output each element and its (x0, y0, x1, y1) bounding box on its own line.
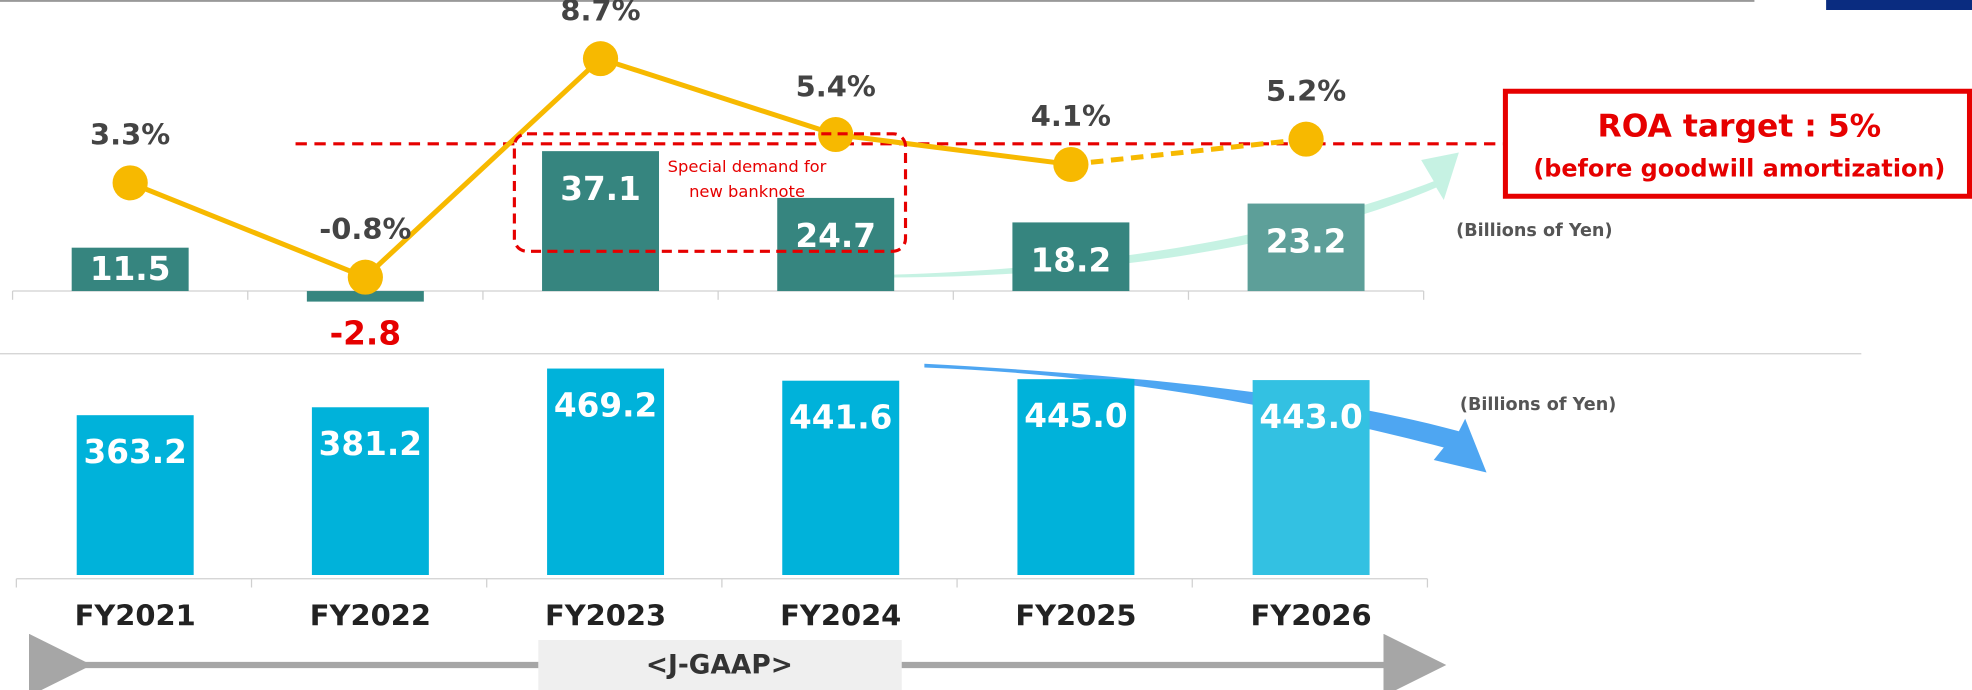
bar-label: 24.7 (795, 217, 876, 255)
bar-label: 441.6 (789, 399, 892, 437)
roa-point (1053, 146, 1089, 182)
bar-label: 37.1 (560, 170, 641, 208)
x-tick-label: FY2021 (75, 599, 196, 633)
roa-point (818, 117, 854, 153)
bar (1012, 222, 1130, 292)
roa-label: 5.2% (1266, 74, 1346, 108)
bar-label: 11.5 (90, 250, 171, 288)
plot: 11.5 -2.8 37.1 24.7 18.2 23.2 3.3% -0.8% 8.7% 5.4… (11, 0, 1506, 633)
bar (71, 247, 189, 292)
bar-label: 363.2 (84, 433, 187, 471)
footer-box (538, 640, 902, 690)
top-rule (0, 0, 1755, 2)
bar (777, 197, 895, 292)
bar (76, 415, 194, 575)
bar (1252, 380, 1370, 575)
bar (306, 291, 424, 302)
annotation-box (512, 132, 908, 253)
trend-arrow-up (880, 152, 1459, 278)
unit-label: (Billions of Yen) (1456, 221, 1612, 241)
target-note: (before goodwill amortization) (1533, 155, 1945, 183)
unit-label: (Billions of Yen) (1460, 395, 1616, 415)
roa-point (347, 259, 383, 295)
target-label: ROA target : 5% (1597, 109, 1881, 145)
trend-arrow-down (924, 363, 1487, 473)
bar-label: 443.0 (1259, 398, 1362, 436)
bar-label: 469.2 (554, 386, 657, 424)
bar-label: -2.8 (330, 314, 401, 352)
bar (542, 151, 660, 292)
x-tick-label: FY2026 (1251, 599, 1372, 633)
bar-label: 23.2 (1266, 223, 1347, 261)
annotation-line-2: new banknote (689, 182, 805, 201)
target-box (1502, 88, 1972, 199)
x-tick-label: FY2022 (310, 599, 431, 633)
roa-label: -0.8% (319, 212, 411, 246)
bar (1017, 379, 1135, 575)
roa-label: 4.1% (1031, 99, 1111, 133)
bar-label: 445.0 (1024, 397, 1127, 435)
roa-label: 3.3% (90, 118, 170, 152)
roa-label: 5.4% (796, 69, 876, 103)
bar (547, 368, 665, 575)
footer-label: <J-GAAP> (646, 651, 793, 681)
bar (782, 380, 900, 575)
bar-label: 381.2 (319, 425, 422, 463)
x-tick-label: FY2024 (780, 599, 901, 633)
roa-point (582, 41, 619, 77)
roa-point (1288, 121, 1324, 157)
bar (311, 407, 429, 575)
corner-block (1826, 0, 1972, 10)
bar-label: 18.2 (1031, 241, 1112, 279)
annotation-line-1: Special demand for (668, 157, 827, 176)
roa-label: 8.7% (560, 0, 640, 27)
x-tick-label: FY2023 (545, 599, 666, 633)
x-tick-label: FY2025 (1015, 599, 1136, 633)
roa-point (112, 165, 148, 201)
bar (1247, 203, 1365, 292)
